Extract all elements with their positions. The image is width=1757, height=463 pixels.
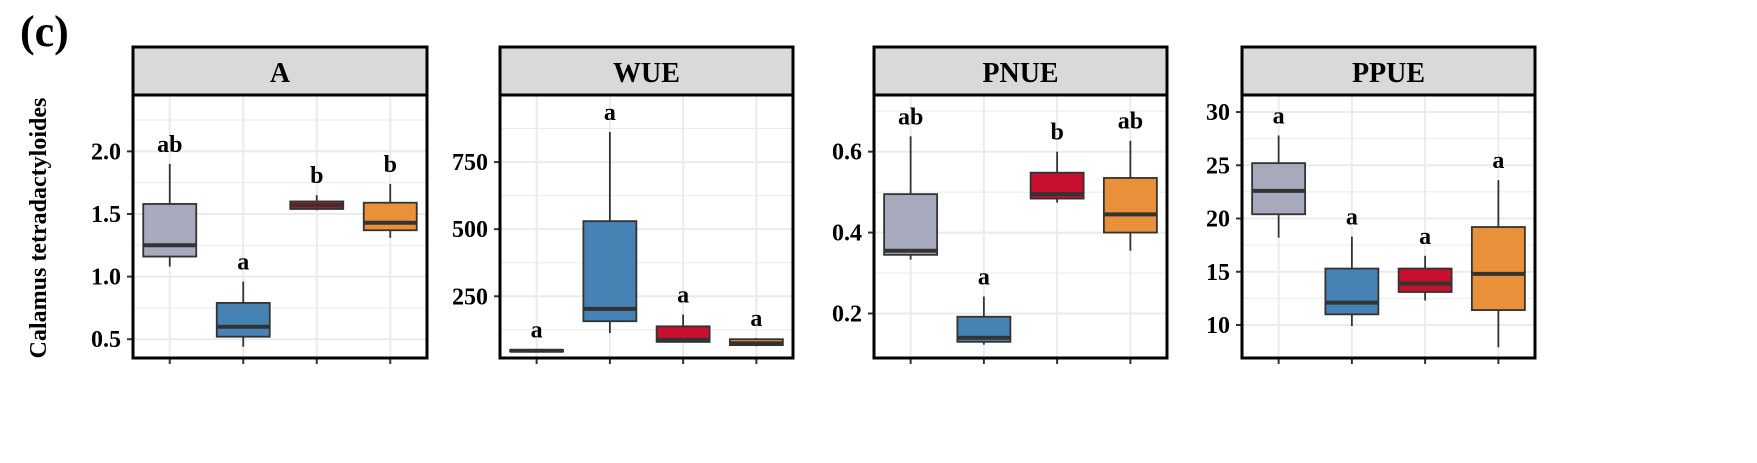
facet-title: WUE bbox=[613, 58, 680, 89]
box-3: b bbox=[1029, 120, 1085, 203]
facet-title: A bbox=[270, 58, 291, 89]
box-iqr bbox=[1251, 162, 1307, 216]
box-iqr bbox=[1397, 267, 1453, 293]
significance-letter: a bbox=[677, 283, 689, 309]
significance-letter: b bbox=[384, 152, 397, 178]
box-2: a bbox=[582, 100, 638, 334]
box-1: ab bbox=[142, 132, 198, 267]
y-tick-label: 1.5 bbox=[91, 202, 121, 228]
y-tick-label: 30 bbox=[1206, 100, 1230, 126]
box-3: a bbox=[1397, 224, 1453, 301]
box-iqr bbox=[362, 201, 418, 232]
significance-letter: a bbox=[1346, 205, 1358, 231]
facet-title: PNUE bbox=[982, 58, 1058, 89]
plot-area bbox=[500, 95, 793, 358]
facet-title: PPUE bbox=[1352, 58, 1425, 89]
y-tick-label: 1.0 bbox=[91, 265, 121, 291]
y-tick-label: 0.5 bbox=[91, 327, 121, 353]
significance-letter: a bbox=[604, 100, 616, 126]
significance-letter: a bbox=[531, 317, 543, 343]
box-4: a bbox=[728, 306, 784, 347]
significance-letter: a bbox=[1273, 103, 1285, 129]
box-3: a bbox=[655, 283, 711, 343]
box-2: a bbox=[1324, 205, 1380, 327]
y-tick-label: 2.0 bbox=[91, 139, 121, 165]
box-4: a bbox=[1470, 148, 1526, 348]
y-tick-label: 25 bbox=[1206, 153, 1230, 179]
box-1: a bbox=[1251, 103, 1307, 238]
y-tick-label: 20 bbox=[1206, 207, 1230, 233]
facet-strip bbox=[498, 45, 795, 97]
y-axis-label: Calamus tetradactyloides bbox=[26, 98, 52, 359]
panel-letter: (c) bbox=[20, 7, 69, 56]
box-1: a bbox=[509, 317, 565, 353]
significance-letter: ab bbox=[157, 132, 182, 158]
significance-letter: b bbox=[1050, 120, 1063, 146]
significance-letter: a bbox=[1492, 148, 1504, 174]
box-2: a bbox=[956, 264, 1012, 345]
significance-letter: b bbox=[310, 163, 323, 189]
box-iqr bbox=[1470, 226, 1526, 311]
y-tick-label: 750 bbox=[452, 150, 488, 176]
y-tick-label: 15 bbox=[1206, 260, 1230, 286]
facet-strip bbox=[872, 45, 1169, 97]
box-iqr bbox=[883, 193, 939, 256]
box-1: ab bbox=[883, 104, 939, 260]
box-4: b bbox=[362, 152, 418, 238]
box-iqr bbox=[1102, 177, 1158, 234]
y-tick-label: 250 bbox=[452, 284, 488, 310]
significance-letter: a bbox=[750, 306, 762, 332]
y-tick-label: 10 bbox=[1206, 313, 1230, 339]
box-iqr bbox=[142, 203, 198, 258]
significance-letter: a bbox=[1419, 224, 1431, 250]
box-iqr bbox=[215, 301, 271, 338]
box-iqr bbox=[1324, 267, 1380, 316]
significance-letter: ab bbox=[1118, 109, 1143, 135]
box-2: a bbox=[215, 250, 271, 347]
facet-strip bbox=[1240, 45, 1537, 97]
y-tick-label: 0.2 bbox=[832, 301, 862, 327]
box-iqr bbox=[582, 220, 638, 323]
facet-panel-ppue: a a a a 10 15 20 25 30 PPUE bbox=[1206, 45, 1537, 364]
y-tick-label: 0.6 bbox=[832, 140, 862, 166]
y-tick-label: 500 bbox=[452, 217, 488, 243]
y-tick-label: 0.4 bbox=[832, 221, 862, 247]
significance-letter: a bbox=[237, 250, 249, 276]
box-4: ab bbox=[1102, 109, 1158, 251]
facet-panel-wue: a a a a 250 500 750 WUE bbox=[452, 45, 795, 364]
significance-letter: a bbox=[978, 264, 990, 290]
facet-strip bbox=[131, 45, 429, 97]
box-3: b bbox=[289, 163, 345, 211]
significance-letter: ab bbox=[898, 104, 923, 130]
